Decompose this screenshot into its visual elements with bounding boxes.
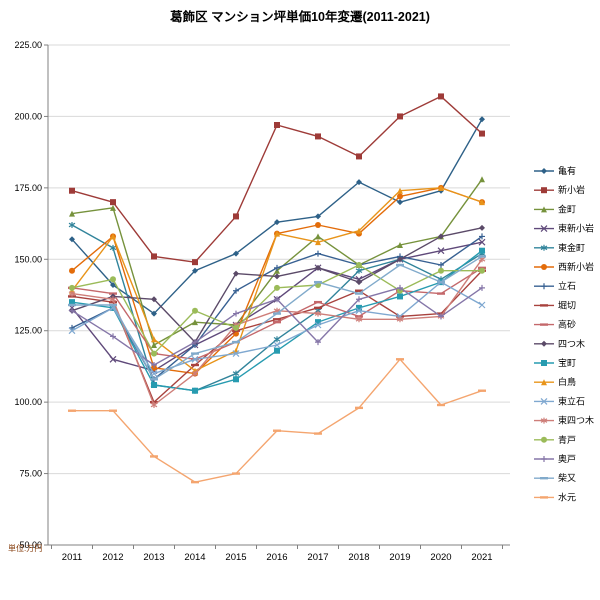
legend-label: 亀有 <box>558 165 576 176</box>
legend-item[interactable]: 亀有 <box>534 165 576 176</box>
legend-label: 柴又 <box>558 472 576 483</box>
x-tick-label: 2011 <box>62 552 82 563</box>
axis-labels: 225.00 200.00 175.00 150.00 125.00 100.00 75.0… <box>14 40 492 563</box>
x-tick-label: 2021 <box>471 552 492 563</box>
y-tick-label: 200.00 <box>14 111 42 121</box>
legend-label: 新小岩 <box>558 184 585 195</box>
legend-item[interactable]: 宝町 <box>534 357 576 368</box>
x-tick-label: 2012 <box>102 552 123 563</box>
legend-item[interactable]: 東立石 <box>534 395 585 406</box>
legend-item[interactable]: 西新小岩 <box>534 261 594 272</box>
series-lines <box>68 93 486 484</box>
legend-item[interactable]: 立石 <box>534 280 576 291</box>
gridlines <box>48 44 510 546</box>
x-tick-label: 2016 <box>266 552 287 563</box>
series-line <box>68 358 486 484</box>
legend-item[interactable]: 金町 <box>534 203 576 214</box>
y-tick-label: 125.00 <box>14 326 42 336</box>
y-tick-label: 75.00 <box>19 469 42 479</box>
axes <box>44 44 510 549</box>
x-tick-label: 2015 <box>225 552 246 563</box>
legend-item[interactable]: 東新小岩 <box>534 223 594 234</box>
legend: 亀有新小岩金町東新小岩東金町西新小岩立石堀切高砂四つ木宝町白鳥東立石東四つ木青戸… <box>534 165 594 502</box>
y-tick-label: 175.00 <box>14 183 42 193</box>
legend-label: 堀切 <box>558 300 576 310</box>
x-tick-label: 2018 <box>348 552 369 563</box>
legend-label: 高砂 <box>558 319 576 330</box>
legend-item[interactable]: 四つ木 <box>534 338 585 349</box>
legend-label: 東立石 <box>558 395 585 406</box>
legend-item[interactable]: 新小岩 <box>534 184 585 195</box>
unit-label: 単位:万円 <box>8 543 42 553</box>
legend-label: 白鳥 <box>558 376 576 387</box>
legend-label: 東金町 <box>558 242 585 253</box>
legend-label: 奥戸 <box>558 453 576 464</box>
legend-item[interactable]: 堀切 <box>534 300 576 310</box>
legend-label: 西新小岩 <box>558 261 594 272</box>
legend-label: 宝町 <box>558 357 576 368</box>
series-line <box>69 93 485 266</box>
legend-label: 立石 <box>558 280 576 291</box>
x-tick-label: 2020 <box>430 552 451 563</box>
series-line <box>69 262 485 357</box>
legend-label: 東新小岩 <box>558 223 594 234</box>
legend-item[interactable]: 白鳥 <box>534 376 576 387</box>
legend-item[interactable]: 水元 <box>534 491 576 502</box>
x-tick-label: 2019 <box>389 552 410 563</box>
legend-item[interactable]: 東四つ木 <box>534 415 594 426</box>
legend-item[interactable]: 柴又 <box>534 472 576 483</box>
x-tick-label: 2013 <box>143 552 164 563</box>
legend-item[interactable]: 青戸 <box>534 434 576 445</box>
legend-label: 四つ木 <box>558 338 585 349</box>
y-tick-label: 50.00 <box>19 540 42 550</box>
x-tick-label: 2017 <box>307 552 328 563</box>
series-line <box>68 255 486 381</box>
legend-label: 青戸 <box>558 434 576 445</box>
y-tick-label: 150.00 <box>14 254 42 264</box>
legend-item[interactable]: 東金町 <box>534 242 585 253</box>
y-tick-label: 225.00 <box>14 40 42 50</box>
legend-label: 水元 <box>558 491 576 502</box>
legend-label: 金町 <box>558 203 576 214</box>
legend-item[interactable]: 奥戸 <box>534 453 576 464</box>
y-tick-label: 100.00 <box>14 397 42 407</box>
legend-label: 東四つ木 <box>558 415 594 426</box>
legend-item[interactable]: 高砂 <box>534 319 576 330</box>
x-tick-label: 2014 <box>184 552 205 563</box>
chart-title: 葛飾区 マンション坪単価10年変遷(2011-2021) <box>169 9 430 24</box>
